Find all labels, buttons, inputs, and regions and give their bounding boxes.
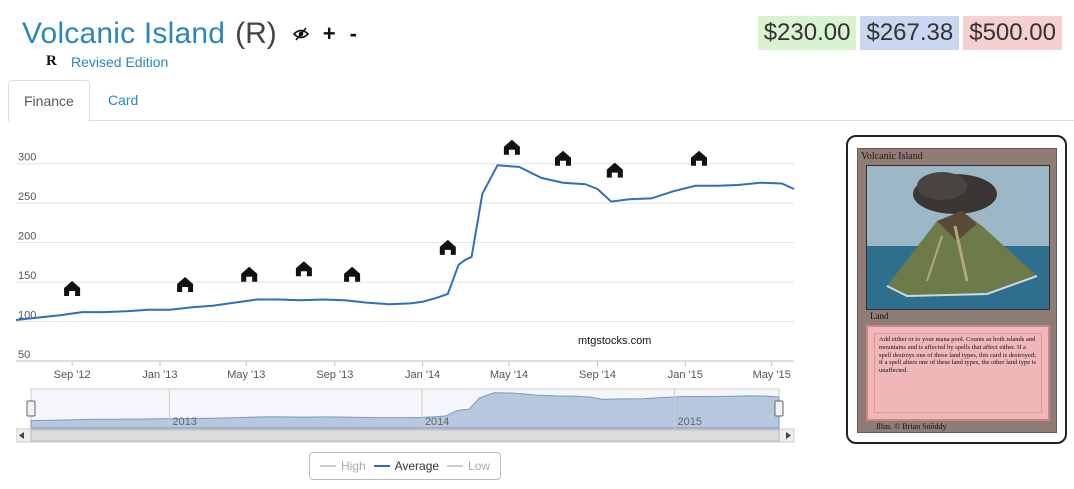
x-tick-label: Sep '12 (54, 369, 91, 381)
chart-legend: High Average Low (309, 452, 501, 480)
scrollbar-thumb[interactable] (30, 429, 780, 442)
volcano-artwork-icon (867, 166, 1049, 309)
card-image: Volcanic Island Land Add either or to yo… (857, 148, 1057, 433)
set-symbol-shape (439, 239, 456, 255)
set-symbol-shape (691, 150, 707, 166)
x-tick-label: Jan '13 (142, 369, 177, 381)
theros-set-icon (344, 266, 361, 282)
fate-reforged-set-icon (691, 150, 707, 166)
set-link[interactable]: Revised Edition (71, 53, 169, 70)
navigator-handle-left[interactable] (26, 400, 36, 417)
set-symbol-shape (344, 266, 361, 282)
x-tick-label: Jan '14 (405, 369, 440, 381)
legend-average[interactable]: Average (373, 459, 440, 473)
price-summary: $230.00 $267.38 $500.00 (757, 16, 1062, 50)
tab-finance[interactable]: Finance (8, 80, 90, 122)
x-tick-label: Jan '15 (668, 369, 703, 381)
x-tick-label: May '13 (227, 369, 265, 381)
navigator-label: 2015 (678, 416, 702, 428)
eye-slash-icon[interactable] (292, 27, 309, 41)
khans-of-tarkir-set-icon (606, 162, 623, 178)
x-tick-label: May '15 (753, 369, 791, 381)
legend-line-high (319, 465, 336, 467)
y-tick-label: 300 (18, 152, 36, 164)
set-symbol-shape (503, 139, 520, 155)
y-tick-label: 200 (18, 231, 36, 243)
legend-line-low (447, 465, 464, 467)
journey-into-nyx-set-icon (503, 139, 520, 155)
set-symbol-shape (555, 150, 571, 166)
card-type-line: Land (870, 311, 889, 321)
legend-average-label: Average (394, 459, 440, 473)
tab-bar: Finance Card (8, 80, 1074, 122)
revised-set-icon: R (46, 53, 57, 69)
gatecrash-set-icon (177, 277, 194, 292)
set-symbol-shape (606, 162, 623, 178)
card-rarity: (R) (235, 17, 277, 50)
legend-high-label: High (340, 459, 366, 473)
scroll-right-arrow-icon[interactable] (786, 432, 791, 439)
m14-set-icon (295, 261, 312, 277)
x-tick-label: Sep '14 (579, 369, 616, 381)
set-symbol-shape (177, 277, 194, 292)
return-to-ravnica-set-icon (64, 281, 81, 296)
legend-line-average (373, 465, 390, 467)
set-info: R Revised Edition (46, 53, 168, 70)
x-tick-label: May '14 (490, 369, 528, 381)
card-image-frame: Volcanic Island Land Add either or to yo… (846, 135, 1067, 444)
plus-icon[interactable]: + (322, 21, 336, 46)
x-tick-label: Sep '13 (316, 369, 353, 381)
set-symbol-shape (295, 261, 312, 277)
high-price: $500.00 (963, 16, 1062, 50)
y-tick-label: 150 (18, 270, 36, 282)
card-header: Volcanic Island (R) + - (22, 14, 357, 54)
navigator-label: 2014 (425, 416, 449, 428)
low-price: $230.00 (757, 16, 857, 50)
navigator-label: 2013 (172, 416, 196, 428)
card-artwork (866, 165, 1050, 310)
set-symbol-shape (241, 266, 258, 282)
average-price-line (15, 164, 795, 321)
average-price: $267.38 (860, 16, 960, 50)
tab-card[interactable]: Card (108, 92, 139, 108)
card-image-title: Volcanic Island (861, 151, 923, 162)
card-title: Volcanic Island (22, 17, 226, 50)
navigator-area (30, 392, 780, 429)
born-of-the-gods-set-icon (439, 239, 456, 255)
m15-set-icon (555, 150, 571, 166)
card-artist: Illus. © Brian Snõddy (876, 422, 947, 431)
mtgstocks-watermark: mtgstocks.com (578, 335, 651, 347)
dragons-maze-set-icon (241, 266, 258, 282)
y-tick-label: 50 (18, 349, 30, 361)
legend-low[interactable]: Low (447, 459, 490, 473)
navigator-handle-right[interactable] (774, 400, 784, 417)
card-textbox: Add either or to your mana pool. Counts … (866, 325, 1050, 421)
scroll-left-arrow-icon[interactable] (19, 432, 24, 439)
legend-high[interactable]: High (319, 459, 366, 473)
y-tick-label: 250 (18, 191, 36, 203)
minus-icon[interactable]: - (349, 21, 357, 46)
card-rules-text: Add either or to your mana pool. Counts … (874, 333, 1042, 413)
price-chart[interactable]: 50 100 150 200 250 300 Sep '12 Jan '13 May '13 Se… (15, 136, 796, 481)
legend-low-label: Low (468, 459, 491, 473)
set-symbol-shape (64, 281, 81, 296)
